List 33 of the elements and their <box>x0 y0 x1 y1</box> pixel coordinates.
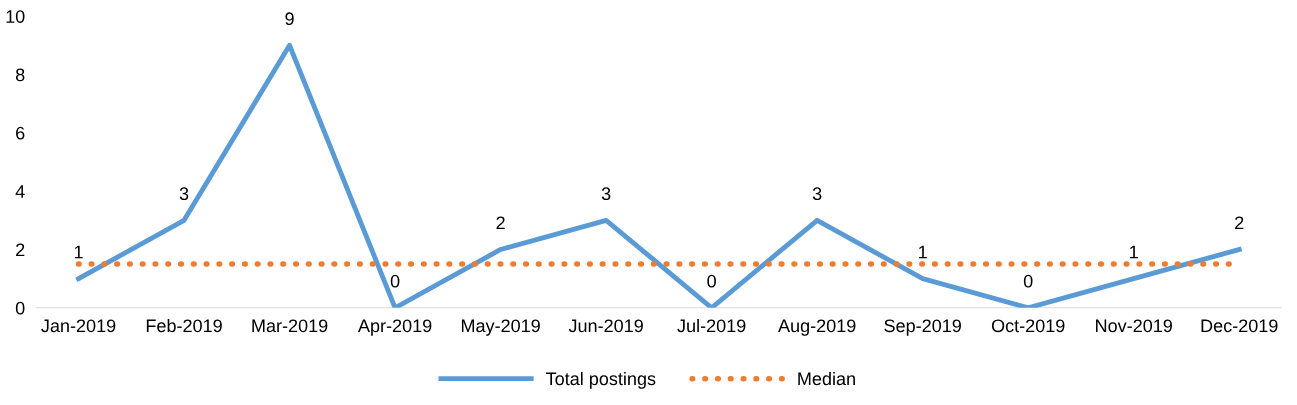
data-label: 1 <box>919 245 927 259</box>
data-label: 3 <box>812 187 822 201</box>
legend-label: Total postings <box>546 371 656 389</box>
data-label: 0 <box>707 274 716 288</box>
y-tick-label: 2 <box>16 243 25 257</box>
data-label: 9 <box>285 12 294 26</box>
data-label: 0 <box>390 274 400 288</box>
x-tick-label: Jul-2019 <box>677 318 746 333</box>
x-tick-label: Apr-2019 <box>357 319 432 336</box>
data-label: 1 <box>74 245 83 259</box>
x-tick-label: Feb-2019 <box>146 318 222 333</box>
line-series <box>76 42 1242 308</box>
y-tick-label: 0 <box>15 301 25 315</box>
data-label: 2 <box>496 216 505 230</box>
data-label: 1 <box>1130 245 1138 259</box>
x-tick-label: Dec-2019 <box>1201 319 1278 333</box>
data-label: 2 <box>1235 216 1244 230</box>
x-tick-label: Jun-2019 <box>568 319 643 333</box>
x-tick-label: Aug-2019 <box>778 319 856 336</box>
y-tick-label: 6 <box>16 126 25 140</box>
data-label: 0 <box>1023 274 1033 288</box>
x-tick-label: Oct-2019 <box>991 319 1065 333</box>
data-label: 3 <box>179 187 189 201</box>
legend-label: Median <box>798 371 855 386</box>
data-label: 3 <box>601 187 611 201</box>
x-tick-label: Mar-2019 <box>252 319 328 333</box>
x-tick-label: Nov-2019 <box>1096 319 1172 333</box>
x-tick-label: May-2019 <box>461 319 540 336</box>
x-tick-label: Jan-2019 <box>41 319 116 333</box>
x-tick-label: Sep-2019 <box>884 319 961 336</box>
y-tick-label: 4 <box>15 185 25 198</box>
y-tick-label: 10 <box>6 10 25 23</box>
y-tick-label: 8 <box>15 68 25 82</box>
